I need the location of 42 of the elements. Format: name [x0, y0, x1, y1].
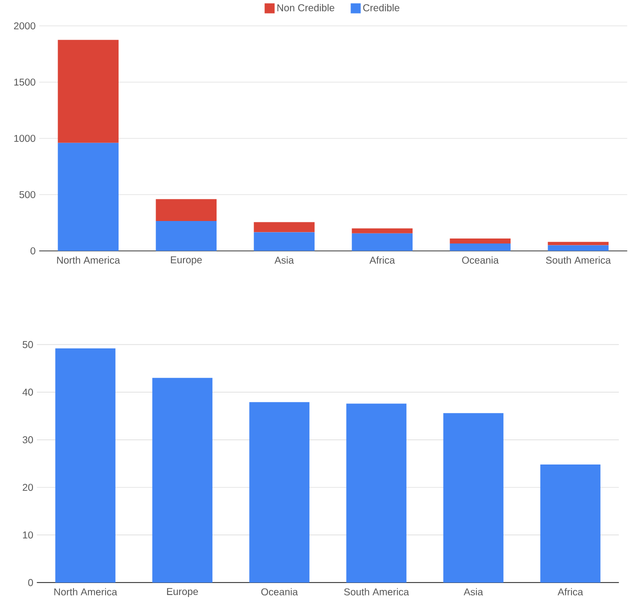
x-tick-label: Asia [274, 256, 294, 264]
x-tick-label: Europe [167, 588, 198, 597]
y-tick-label: 10 [23, 531, 33, 538]
bar [58, 142, 119, 251]
bar [156, 220, 217, 251]
y-tick-label: 0 [28, 578, 33, 586]
bar [443, 412, 504, 582]
legend-label: Credible [363, 4, 400, 12]
bar [55, 348, 116, 582]
x-tick-label: North America [54, 588, 118, 596]
x-tick-label: Asia [464, 588, 484, 596]
y-tick-label: 20 [22, 484, 33, 491]
bar [540, 464, 600, 582]
bar [352, 228, 413, 234]
y-tick-label: 2000 [14, 22, 36, 30]
y-tick-label: 50 [22, 340, 33, 348]
y-tick-label: 0 [30, 247, 36, 254]
x-tick-label: South America [344, 588, 410, 596]
bar [346, 403, 406, 582]
y-tick-label: 40 [22, 388, 33, 396]
y-tick-label: 500 [19, 190, 36, 198]
bar [254, 232, 315, 251]
bar [58, 40, 119, 143]
bar [152, 378, 212, 582]
bar [352, 233, 413, 251]
legend-label: Non Credible [277, 4, 334, 12]
bar [249, 402, 310, 582]
bar [254, 222, 315, 232]
x-tick-label: Africa [558, 588, 584, 596]
bar [450, 243, 511, 251]
x-tick-label: Europe [170, 256, 202, 266]
x-tick-label: Oceania [462, 256, 499, 264]
x-tick-label: Africa [369, 256, 395, 264]
y-tick-label: 1000 [14, 134, 36, 142]
x-tick-label: North America [57, 256, 120, 264]
y-tick-label: 30 [22, 436, 33, 444]
x-tick-label: Oceania [261, 588, 298, 596]
x-tick-label: South America [546, 256, 611, 264]
y-tick-label: 1500 [14, 78, 36, 86]
bar [548, 245, 609, 251]
bar [156, 198, 217, 221]
bar [450, 238, 511, 244]
